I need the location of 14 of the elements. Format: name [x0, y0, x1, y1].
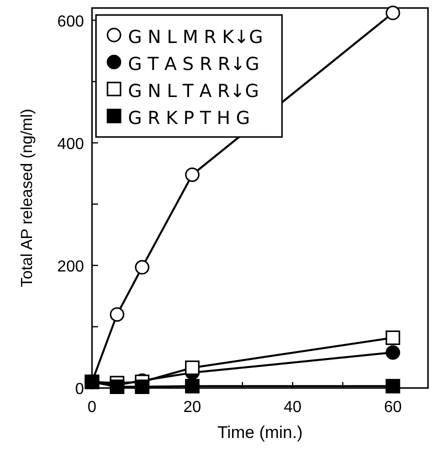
y-tick-label: 0 — [75, 381, 84, 398]
x-tick-label: 40 — [284, 399, 302, 416]
y-tick-label: 200 — [57, 258, 84, 276]
legend-label: G T A S R R↓G — [128, 54, 260, 75]
x-axis-title: Time (min.) — [217, 423, 303, 442]
x-tick-label: 20 — [183, 399, 202, 416]
legend-label: G R K P T H G — [128, 108, 250, 129]
y-tick-label: 600 — [57, 13, 84, 30]
y-tick-label: 400 — [57, 136, 84, 153]
x-tick-label: 60 — [384, 399, 402, 416]
y-axis-title: Total AP released (ng/ml) — [19, 108, 36, 288]
x-tick-label: 0 — [88, 399, 97, 416]
legend-label: G N L M R K↓G — [128, 27, 263, 48]
legend-label: G N L T A R↓G — [128, 81, 259, 102]
